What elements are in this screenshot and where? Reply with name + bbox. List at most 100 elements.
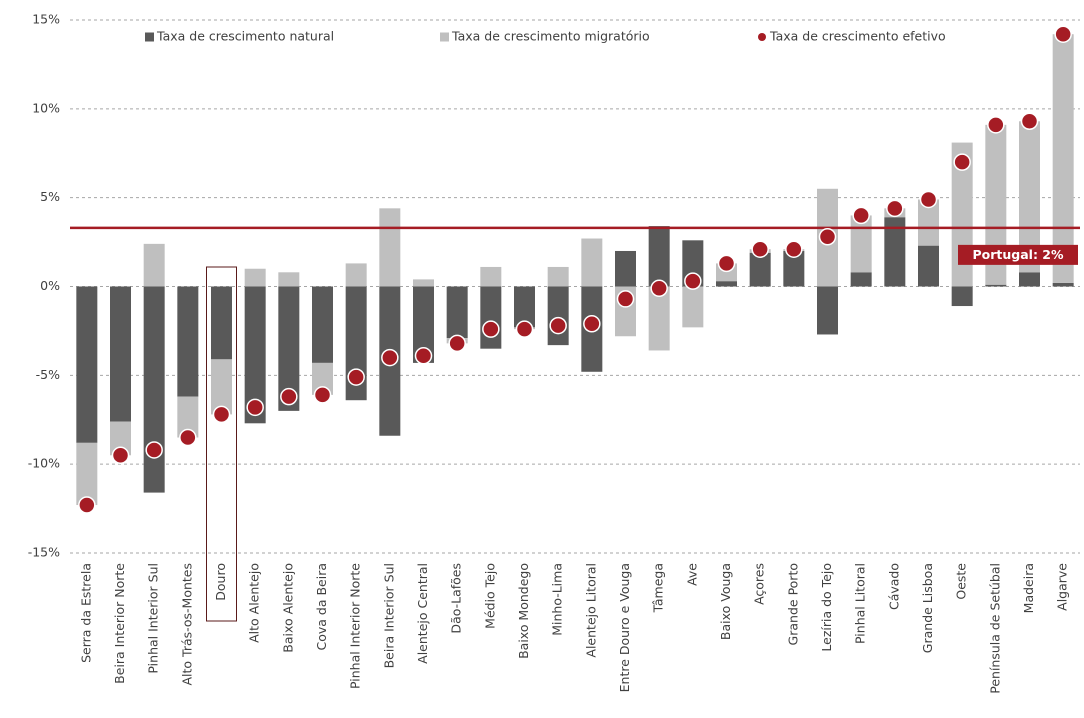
dot	[246, 398, 264, 417]
bar	[749, 252, 771, 287]
dot	[785, 240, 803, 258]
x-tick-label: Beira Interior Sul	[381, 563, 396, 668]
highlight-box	[206, 266, 237, 622]
dot	[1020, 112, 1039, 131]
bar	[110, 286, 131, 422]
bar	[76, 286, 98, 443]
dot	[414, 347, 433, 365]
x-tick-label: Baixo Vouga	[718, 563, 733, 640]
legend-marker	[440, 32, 449, 42]
legend-label: Taxa de crescimento natural	[156, 29, 334, 44]
dot	[650, 279, 668, 298]
dot	[448, 334, 466, 353]
bar	[682, 286, 704, 328]
x-tick-label: Beira Interior Norte	[112, 563, 127, 684]
bar	[211, 359, 232, 415]
dot	[717, 254, 736, 273]
x-tick-label: Baixo Alentejo	[280, 563, 295, 653]
x-tick-label: Entre Douro e Vouga	[617, 563, 632, 692]
legend-marker	[758, 33, 766, 41]
bar	[312, 362, 333, 395]
dot	[78, 496, 96, 514]
dot	[515, 320, 534, 338]
x-tick-label: Oeste	[954, 563, 969, 600]
bar	[985, 284, 1007, 287]
x-tick-label: Serra da Estrela	[78, 563, 93, 663]
dot	[616, 290, 635, 308]
legend-marker	[145, 32, 154, 42]
y-tick-label: -10%	[28, 456, 60, 471]
bar	[1052, 282, 1074, 287]
x-tick-label: Madeira	[1021, 563, 1036, 613]
dot	[987, 116, 1005, 134]
bar	[379, 208, 401, 287]
x-tick-label: Médio Tejo	[482, 563, 497, 629]
bar	[1019, 121, 1040, 273]
bar	[817, 286, 838, 335]
y-tick-label: -5%	[36, 367, 60, 382]
x-tick-label: Pinhal Litoral	[853, 563, 868, 644]
x-tick-label: Grande Porto	[785, 563, 800, 645]
x-tick-label: Pinhal Interior Norte	[348, 563, 363, 689]
bar	[985, 124, 1007, 285]
dot	[583, 315, 601, 333]
bar	[110, 421, 131, 456]
y-tick-label: -15%	[28, 545, 60, 560]
y-tick-label: 15%	[32, 12, 60, 27]
x-tick-label: Grande Lisboa	[920, 563, 935, 653]
dot	[111, 446, 130, 465]
reference-label-box	[958, 244, 1078, 265]
x-tick-label: Douro	[213, 563, 228, 601]
bar	[615, 250, 636, 287]
dot	[919, 190, 938, 209]
dot	[313, 386, 332, 404]
dot	[953, 153, 971, 171]
bar	[177, 396, 199, 438]
x-tick-label: Cávado	[886, 563, 901, 610]
dot	[179, 428, 197, 447]
bar	[278, 272, 300, 287]
bar	[1052, 34, 1074, 283]
bar	[76, 442, 98, 506]
dot	[482, 320, 500, 338]
bar	[480, 266, 502, 287]
bar	[446, 286, 468, 339]
x-tick-label: Alentejo Litoral	[583, 563, 598, 658]
bar	[783, 250, 805, 287]
bar	[345, 263, 367, 287]
dot	[818, 228, 837, 246]
bar	[514, 286, 535, 328]
bar	[648, 286, 670, 351]
legend-label: Taxa de crescimento migratório	[451, 29, 650, 44]
bar	[244, 268, 266, 287]
bar	[480, 286, 502, 349]
x-tick-label: Alto Alentejo	[247, 563, 262, 643]
bar	[918, 245, 939, 287]
dot	[852, 206, 870, 225]
bar	[581, 238, 603, 287]
bar	[547, 266, 569, 287]
dot	[280, 387, 298, 406]
x-tick-label: Lezíria do Tejo	[819, 563, 834, 652]
y-tick-label: 0%	[40, 278, 60, 293]
x-tick-label: Pinhal Interior Sul	[146, 563, 161, 674]
x-tick-label: Cova da Beira	[314, 563, 329, 651]
bar	[143, 243, 165, 287]
dot	[1054, 25, 1072, 43]
y-tick-label: 10%	[32, 100, 60, 115]
x-tick-label: Açores	[752, 563, 767, 605]
x-tick-label: Tâmega	[651, 563, 666, 613]
dot	[212, 405, 231, 424]
x-tick-label: Alentejo Central	[415, 563, 430, 664]
dot	[347, 368, 365, 386]
bar	[648, 226, 670, 287]
bar	[884, 217, 906, 287]
bar	[143, 286, 165, 493]
bar	[413, 279, 434, 287]
bar	[716, 281, 737, 287]
x-tick-label: Dão-Lafões	[449, 563, 464, 634]
dot	[549, 316, 567, 335]
x-tick-label: Península de Setúbal	[987, 563, 1002, 694]
dot	[751, 240, 769, 258]
dot	[886, 199, 904, 218]
